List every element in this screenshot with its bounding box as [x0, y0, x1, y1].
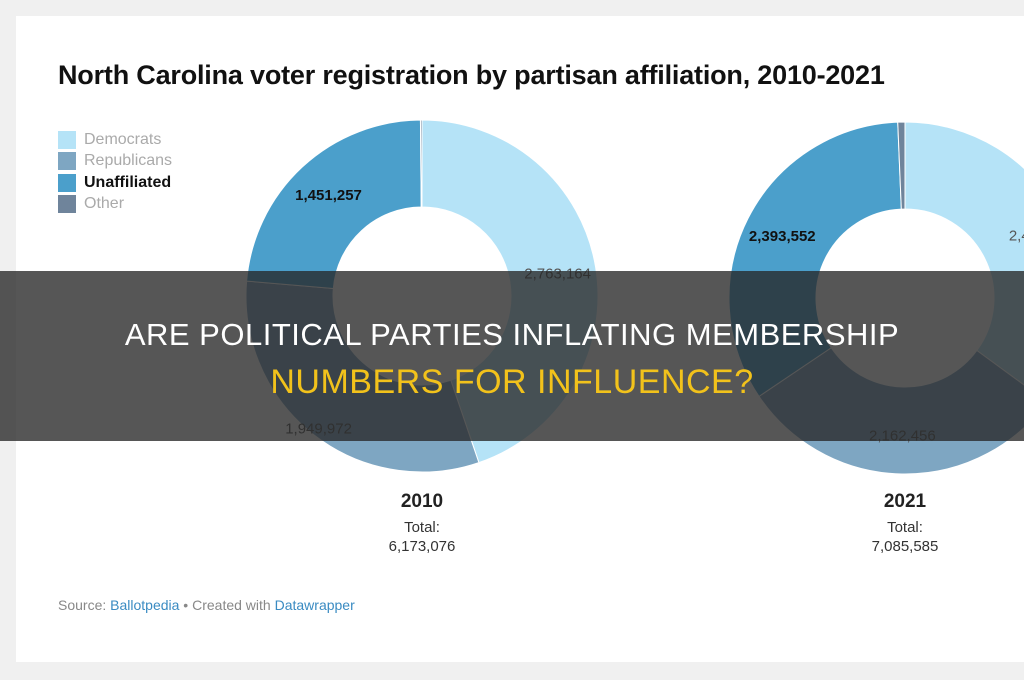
legend: Democrats Republicans Unaffiliated Other	[58, 129, 172, 215]
total-label: Total:	[887, 519, 923, 536]
slice-label: 1,451,257	[295, 187, 362, 204]
headline-overlay	[0, 271, 1024, 441]
headline-line-1: ARE POLITICAL PARTIES INFLATING MEMBERSH…	[124, 317, 900, 352]
source-line: Source: Ballotpedia • Created with Dataw…	[58, 597, 355, 613]
legend-swatch	[58, 152, 76, 171]
legend-item-other[interactable]: Other	[58, 194, 172, 216]
total-value: 7,085,585	[872, 538, 939, 555]
datawrapper-link[interactable]: Datawrapper	[274, 597, 355, 613]
slice-label: 2,483	[1009, 228, 1024, 245]
legend-label: Democrats	[84, 130, 162, 148]
legend-swatch	[58, 130, 76, 149]
chart-title: North Carolina voter registration by par…	[58, 60, 885, 90]
chart-year: 2010	[401, 491, 443, 512]
legend-item-democrats[interactable]: Democrats	[58, 129, 172, 151]
donut-slice-unaffiliated-2010[interactable]	[246, 119, 422, 290]
legend-label: Other	[84, 195, 125, 213]
donut-slice-other-2021[interactable]	[897, 121, 906, 210]
legend-swatch	[58, 173, 76, 192]
legend-label: Republicans	[84, 152, 173, 170]
headline-line-2: NUMBERS FOR INFLUENCE?	[270, 363, 754, 401]
legend-item-unaffiliated[interactable]: Unaffiliated	[58, 172, 172, 194]
total-label: Total:	[404, 519, 440, 536]
legend-swatch	[58, 195, 76, 214]
source-separator: • Created with	[179, 597, 275, 613]
slice-label: 2,393,552	[749, 228, 816, 245]
chart-year: 2021	[884, 491, 927, 512]
total-value: 6,173,076	[389, 538, 456, 555]
legend-item-republicans[interactable]: Republicans	[58, 151, 172, 173]
source-link[interactable]: Ballotpedia	[110, 597, 180, 613]
source-prefix: Source:	[58, 597, 111, 613]
donut-slice-other-2010[interactable]	[419, 119, 423, 208]
legend-label: Unaffiliated	[84, 173, 172, 191]
